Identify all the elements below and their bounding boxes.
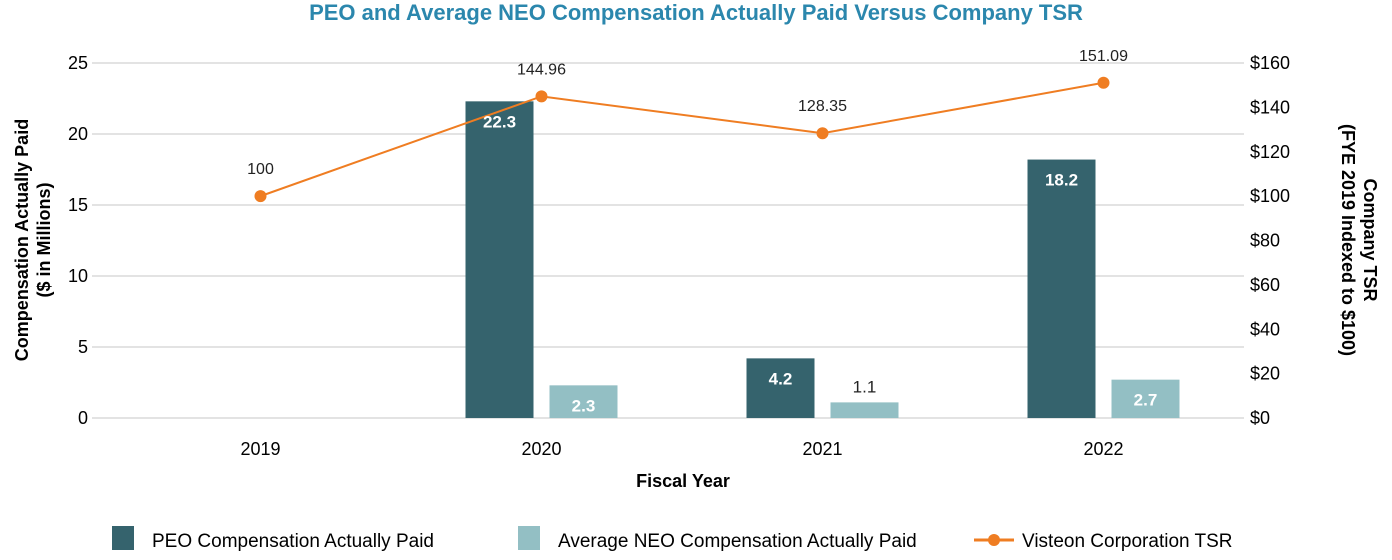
x-tick-label: 2020	[521, 439, 561, 459]
x-tick-label: 2019	[240, 439, 280, 459]
legend-label: PEO Compensation Actually Paid	[152, 531, 434, 552]
tsr-data-label: 128.35	[798, 98, 847, 115]
tsr-point	[816, 127, 829, 140]
y2-tick-label: $100	[1250, 186, 1290, 206]
y2-tick-label: $80	[1250, 231, 1280, 251]
tsr-point	[535, 90, 548, 103]
y-tick-label: 15	[68, 195, 88, 215]
legend-swatch	[112, 526, 134, 550]
y2-tick-label: $0	[1250, 408, 1270, 428]
x-tick-label: 2021	[802, 439, 842, 459]
y2-tick-label: $140	[1250, 97, 1290, 117]
chart-title: PEO and Average NEO Compensation Actuall…	[309, 0, 1083, 25]
y-axis-label-line1: Compensation Actually Paid	[12, 119, 32, 361]
neo-bar	[549, 385, 618, 418]
y-tick-label: 10	[68, 266, 88, 286]
tsr-data-label: 151.09	[1079, 48, 1128, 65]
peo-bar	[746, 358, 815, 418]
neo-bar	[830, 402, 899, 418]
y2-tick-label: $120	[1250, 142, 1290, 162]
y2-axis-label-line1: Company TSR	[1360, 178, 1380, 301]
peo-data-label: 4.2	[769, 369, 793, 388]
neo-data-label: 1.1	[853, 377, 877, 396]
y2-tick-label: $60	[1250, 275, 1280, 295]
neo-data-label: 2.7	[1134, 391, 1158, 410]
y-tick-label: 0	[78, 408, 88, 428]
neo-data-label: 2.3	[572, 396, 596, 415]
legend-swatch	[518, 526, 540, 550]
legend-label: Average NEO Compensation Actually Paid	[558, 531, 917, 552]
peo-bar	[465, 101, 534, 418]
y-tick-label: 5	[78, 337, 88, 357]
neo-bar	[1111, 379, 1180, 418]
y2-tick-label: $160	[1250, 53, 1290, 73]
legend-marker	[988, 534, 1000, 546]
x-axis-label: Fiscal Year	[636, 471, 730, 491]
tsr-point	[1097, 76, 1110, 89]
y2-tick-label: $40	[1250, 319, 1280, 339]
tsr-line	[260, 81, 1104, 198]
tsr-data-label: 144.96	[517, 61, 566, 78]
y-tick-label: 20	[68, 124, 88, 144]
y2-tick-label: $20	[1250, 364, 1280, 384]
tsr-data-label: 100	[247, 161, 274, 178]
peo-bar	[1027, 159, 1096, 418]
y2-axis-label-line2: (FYE 2019 Indexed to $100)	[1338, 124, 1358, 356]
tsr-point	[254, 190, 267, 203]
y-tick-label: 25	[68, 53, 88, 73]
x-tick-label: 2022	[1083, 439, 1123, 459]
legend-label: Visteon Corporation TSR	[1022, 531, 1233, 552]
peo-data-label: 18.2	[1045, 171, 1078, 190]
peo-data-label: 22.3	[483, 112, 516, 131]
y-axis-label-line2: ($ in Millions)	[34, 182, 54, 297]
